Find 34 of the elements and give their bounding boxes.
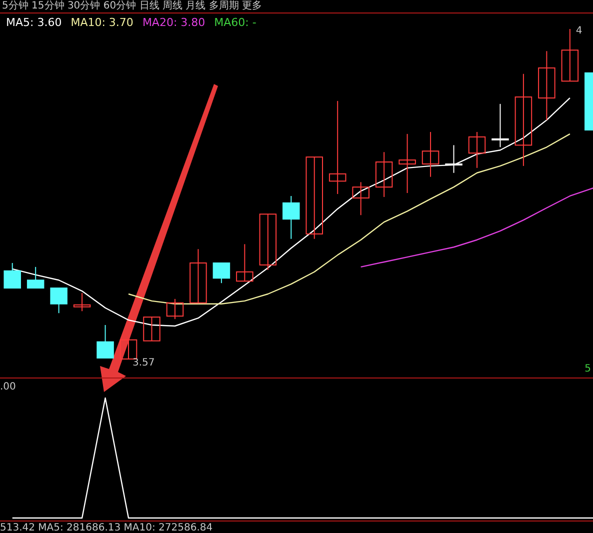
candlestick: [73, 292, 91, 312]
candlestick: [422, 131, 440, 178]
annotation: 4: [576, 26, 582, 37]
candlestick: [352, 182, 370, 216]
candlestick: [143, 316, 160, 342]
chart-title: 5分钟 15分钟 30分钟 60分钟 日线 周线 月线 多周期 更多: [2, 0, 262, 12]
candlestick: [236, 244, 254, 282]
legend-label: MA60: -: [214, 16, 256, 29]
candlestick: [4, 262, 21, 289]
candlestick: [120, 339, 138, 360]
candlestick: [212, 262, 230, 284]
candlestick: [50, 288, 68, 314]
candlestick: [514, 73, 532, 166]
text: MA20: 3.80: [142, 16, 206, 29]
annotation: 3.57: [132, 358, 155, 369]
candlestick: [96, 324, 114, 359]
text: .00: [0, 382, 16, 393]
candlestick: [328, 100, 346, 194]
text: MA10: 3.70: [70, 16, 134, 29]
candlestick: [538, 50, 556, 121]
candlestick: [445, 144, 462, 174]
candlestick: [375, 152, 393, 198]
candlestick: [190, 248, 207, 304]
text: 5: [584, 364, 591, 375]
candlestick: [468, 131, 486, 168]
candlestick: [259, 214, 277, 270]
candlestick: [492, 103, 509, 148]
candlestick: [398, 133, 416, 194]
text: 513.42 MA5: 281686.13 MA10: 272586.84: [0, 522, 213, 533]
text: MA5: 3.60: [6, 16, 62, 29]
candlestick: [26, 266, 44, 289]
candlestick: [282, 195, 300, 240]
candlestick: [166, 298, 184, 320]
candlestick: [306, 156, 323, 240]
